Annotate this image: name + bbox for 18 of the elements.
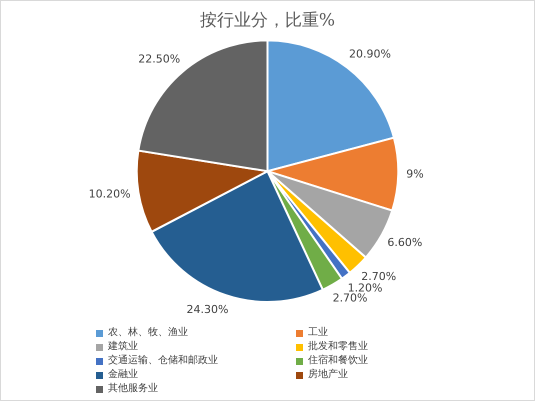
legend-label: 交通运输、仓储和邮政业	[108, 354, 218, 368]
data-label: 2.70%	[361, 270, 396, 283]
legend-label: 建筑业	[108, 340, 138, 354]
chart-title: 按行业分，比重%	[200, 10, 336, 31]
data-label: 22.50%	[138, 52, 180, 66]
data-label: 20.90%	[349, 48, 391, 61]
data-label: 6.60%	[387, 236, 422, 250]
legend-label: 金融业	[108, 368, 138, 382]
legend-label: 工业	[308, 326, 328, 340]
data-label: 2.70%	[332, 291, 368, 304]
data-label: 9%	[406, 168, 424, 181]
legend-label: 农、林、牧、渔业	[108, 326, 188, 340]
legend-label: 住宿和餐饮业	[308, 354, 368, 368]
legend-label: 批发和零售业	[308, 340, 368, 354]
legend-label: 房地产业	[308, 368, 348, 382]
legend-label: 其他服务业	[108, 382, 158, 396]
data-label: 24.30%	[186, 303, 228, 316]
data-label: 10.20%	[88, 188, 131, 201]
